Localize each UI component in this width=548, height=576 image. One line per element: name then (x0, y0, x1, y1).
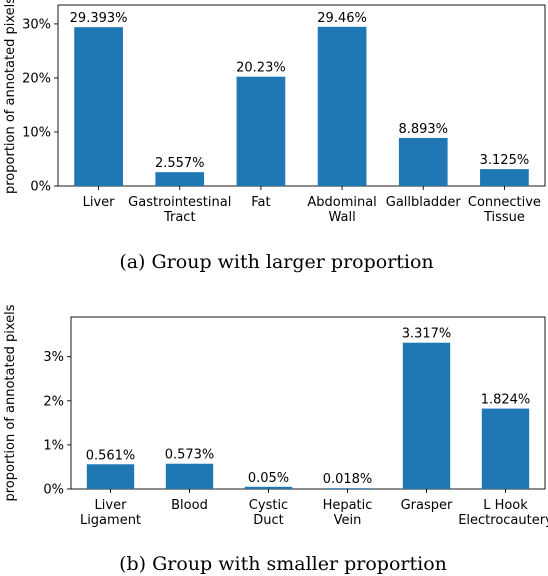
bar (402, 342, 451, 489)
x-tick-label: Wall (328, 210, 355, 225)
plot-frame (70, 316, 546, 490)
y-axis-label: proportion of annotated pixels (3, 304, 18, 501)
bar (236, 76, 286, 186)
y-tick-label: 0% (30, 180, 51, 195)
x-tick-label: Abdominal (307, 195, 376, 210)
data-label: 0.018% (323, 472, 373, 487)
bar (398, 137, 448, 186)
x-tick-label: Fat (251, 195, 270, 210)
y-tick-label: 10% (22, 125, 51, 140)
x-tick-label: Blood (171, 498, 208, 513)
bar (481, 408, 530, 489)
bar (86, 464, 135, 489)
data-label: 29.46% (317, 11, 367, 26)
data-label: 0.573% (165, 448, 215, 463)
data-label: 0.561% (86, 448, 136, 463)
chart-a: 0% 10% 20% 30% proportion of annotated pixel… (3, 0, 546, 273)
x-tick-label: Liver (83, 195, 116, 210)
bar (480, 169, 529, 186)
bar (155, 172, 205, 186)
data-label: 2.557% (155, 156, 205, 171)
x-tick-label: Cystic (249, 498, 288, 513)
x-tick-label: Gallbladder (386, 195, 462, 210)
y-tick-label: 1% (43, 438, 64, 453)
chart-b: 0% 1% 2% 3% proportion of annotated pixels 0.… (3, 304, 548, 575)
data-label: 29.393% (70, 11, 128, 26)
y-tick-label: 20% (22, 71, 51, 86)
data-label: 0.05% (248, 471, 289, 486)
x-tick-label: Tissue (483, 210, 525, 225)
x-tick-label: L Hook (483, 498, 528, 513)
caption: (b) Group with smaller proportion (119, 553, 447, 575)
x-tick-label: Hepatic (323, 498, 373, 513)
data-label: 20.23% (236, 61, 286, 76)
data-label: 8.893% (398, 122, 448, 137)
data-label: 3.317% (402, 327, 452, 342)
x-tick-label: Connective (468, 195, 541, 210)
caption: (a) Group with larger proportion (119, 251, 433, 273)
x-tick-label: Duct (253, 513, 284, 528)
x-tick-label: Gastrointestinal (128, 195, 231, 210)
y-tick-label: 30% (22, 17, 51, 32)
x-tick-label: Tract (163, 210, 196, 225)
x-tick-label: Electrocautery (458, 513, 548, 528)
bar (317, 26, 367, 186)
plot-frame (57, 4, 546, 187)
bar (165, 463, 214, 489)
y-tick-label: 0% (43, 483, 64, 498)
x-tick-label: Vein (334, 513, 362, 528)
y-tick-label: 3% (43, 350, 64, 365)
y-tick-label: 2% (43, 394, 64, 409)
x-tick-label: Ligament (80, 513, 141, 528)
data-label: 3.125% (480, 153, 530, 168)
bar (74, 27, 123, 186)
data-label: 1.824% (481, 393, 531, 408)
bar (323, 488, 372, 489)
x-tick-label: Liver (95, 498, 128, 513)
y-axis-label: proportion of annotated pixels (3, 0, 18, 194)
bar (244, 486, 293, 489)
x-tick-label: Grasper (401, 498, 453, 513)
